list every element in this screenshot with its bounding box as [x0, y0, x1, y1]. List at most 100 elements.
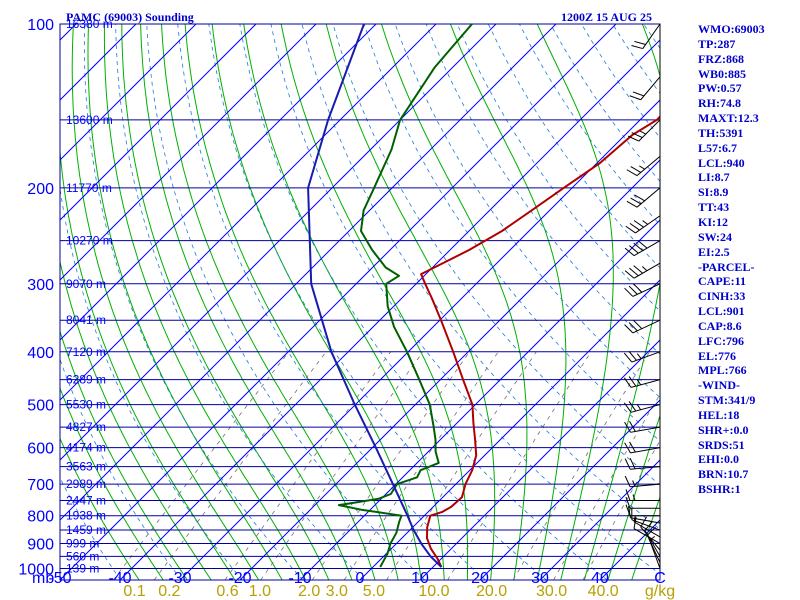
pressure-tick-label: 300: [27, 277, 54, 294]
wind-barb: [626, 155, 661, 177]
isotherm-line: [60, 24, 377, 341]
index-item: WB0:885: [698, 66, 746, 81]
pressure-tick-label: 100: [27, 17, 54, 34]
wind-barb-flag: [631, 132, 643, 139]
mixing-ratio-line: [512, 351, 650, 580]
height-label: 4174 m: [66, 441, 106, 455]
wind-barb-half-flag: [632, 494, 636, 501]
index-item: -PARCEL-: [698, 259, 755, 274]
mixing-ratio-line: [582, 439, 660, 580]
wind-barb-flag: [624, 458, 631, 470]
wind-barb: [625, 504, 660, 517]
height-label: 5530 m: [66, 398, 106, 412]
wind-barb: [623, 401, 661, 413]
moist-adiabat-line: [631, 495, 660, 580]
index-item: EL:776: [698, 348, 737, 363]
index-item: LCL:901: [698, 304, 745, 319]
height-label: 2447 m: [66, 493, 106, 507]
mixing-ratio-label: 5.0: [363, 583, 385, 600]
sounding-time: 1200Z 15 AUG 25: [561, 10, 652, 24]
wind-barb-staff: [630, 517, 661, 524]
dry-adiabat-line: [115, 24, 365, 580]
wind-barb-flag: [637, 240, 648, 249]
wind-barb-flag: [629, 441, 636, 453]
index-item: MPL:766: [698, 363, 747, 378]
wind-barb: [626, 187, 661, 208]
wind-barb: [625, 215, 661, 234]
index-item: SHR+:0.0: [698, 422, 749, 437]
mixing-ratio-label: 20.0: [476, 583, 507, 600]
wind-barb-flag: [624, 324, 634, 334]
wind-barb-flag: [624, 442, 631, 454]
wind-barb-flag: [633, 265, 644, 274]
wind-barb-flag: [633, 220, 644, 228]
temperature-axis-label: C: [654, 570, 666, 587]
mixing-ratio-label-row: 0.1 0.2 0.6 1.0 2.0 3.0 5.0 10.0 20.0 30.0 40.0 g/k…: [123, 583, 675, 600]
wind-barb-flag: [629, 267, 639, 277]
wind-barb-half-flag: [636, 353, 642, 359]
temperature-tick-label: -40: [108, 570, 131, 587]
wind-barb-half-flag: [636, 379, 642, 386]
pressure-tick-label: 400: [27, 345, 54, 362]
wind-barb-staff: [633, 528, 661, 544]
height-label: 2989 m: [66, 477, 106, 491]
mixing-ratio-line: [260, 351, 424, 580]
isotherm-line: [60, 24, 317, 281]
height-label: 999 m: [66, 537, 99, 551]
wind-barb-half-flag: [639, 165, 645, 170]
wind-barb-staff: [633, 521, 661, 538]
mixing-ratio-label: 1.0: [249, 583, 271, 600]
pressure-tick-label: 1000: [18, 561, 54, 578]
wind-barb: [624, 421, 661, 433]
wind-barb-flag: [629, 95, 641, 101]
moist-adiabat-line: [184, 24, 399, 580]
isotherms: [60, 24, 660, 580]
wind-barb-flag: [624, 287, 634, 297]
index-item: BRN:10.7: [698, 467, 749, 482]
wind-barb-flag: [634, 194, 645, 202]
wind-barb-flag: [623, 352, 633, 363]
isotherm-line: [60, 24, 617, 580]
wind-barb-flag: [633, 242, 644, 252]
index-item: CAPE:11: [698, 274, 746, 289]
temperature-tick-label: -30: [168, 570, 191, 587]
moist-adiabat-line: [449, 24, 567, 580]
wind-barb-flag: [626, 200, 638, 208]
moist-adiabat-line: [607, 414, 660, 580]
moist-adiabat-line: [536, 24, 614, 580]
wind-barb-flag: [623, 402, 632, 413]
height-label: 9070 m: [66, 277, 106, 291]
wind-barb-half-flag: [636, 404, 642, 411]
dry-adiabat-line: [208, 24, 547, 580]
moist-adiabat-line: [60, 259, 212, 580]
dry-adiabat-line: [60, 358, 182, 580]
height-label: 4827 m: [66, 420, 106, 434]
index-item: STM:341/9: [698, 393, 756, 408]
height-label: 560 m: [66, 549, 99, 563]
wind-barb-flag: [633, 320, 643, 330]
axis-labels: 0.1 0.2 0.6 1.0 2.0 3.0 5.0 10.0 20.0 30.0 40.0 g/k…: [18, 17, 675, 600]
pressure-tick-label: 800: [27, 509, 54, 526]
index-item: SI:8.9: [698, 185, 729, 200]
mixing-ratio-label: 40.0: [588, 583, 619, 600]
moist-adiabat-line: [60, 145, 236, 580]
index-item: TP:287: [698, 36, 736, 51]
dry-adiabat-line: [456, 24, 660, 312]
mixing-ratio-line: [112, 351, 290, 580]
index-item: CINH:33: [698, 289, 746, 304]
wind-barb: [624, 441, 661, 454]
height-label: 11770 m: [66, 181, 112, 195]
dry-adiabat-line: [487, 24, 660, 269]
isotherm-line: [239, 159, 660, 580]
isotherm-line: [539, 459, 660, 580]
mixing-ratio-line: [447, 351, 592, 580]
wind-barb: [623, 351, 661, 363]
wind-barb: [624, 475, 661, 488]
index-item: LFC:796: [698, 333, 744, 348]
moist-adiabat-line: [60, 329, 188, 580]
height-label: 1459 m: [66, 523, 106, 537]
wind-barb-flag: [625, 225, 636, 234]
wind-barb-flag: [625, 489, 631, 501]
wind-barb: [624, 319, 661, 334]
wind-barb-flag: [629, 421, 636, 432]
